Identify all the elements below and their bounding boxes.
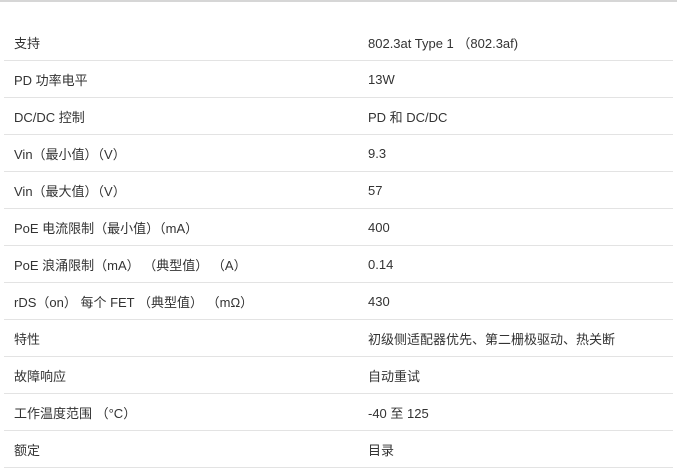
table-row: PoE 浪涌限制（mA） （典型值） （A） 0.14: [4, 245, 673, 283]
table-row: PD 功率电平 13W: [4, 60, 673, 98]
spec-value: 目录: [368, 430, 673, 468]
spec-label: 特性: [4, 319, 368, 357]
table-row: Vin（最小值）（V） 9.3: [4, 134, 673, 172]
table-row: Vin（最大值）（V） 57: [4, 171, 673, 209]
spec-value: 9.3: [368, 134, 673, 172]
spec-value: 400: [368, 208, 673, 246]
spec-label: 额定: [4, 430, 368, 468]
top-divider: [0, 0, 677, 2]
table-row: 支持 802.3at Type 1 （802.3af): [4, 24, 673, 61]
spec-value: -40 至 125: [368, 393, 673, 431]
spec-label: 工作温度范围 （°C）: [4, 393, 368, 431]
spec-label: 故障响应: [4, 356, 368, 394]
spec-value: 57: [368, 171, 673, 209]
table-row: 工作温度范围 （°C） -40 至 125: [4, 393, 673, 431]
spec-label: 支持: [4, 24, 368, 61]
spec-label: PD 功率电平: [4, 60, 368, 98]
table-row: 额定 目录: [4, 430, 673, 468]
spec-label: Vin（最大值）（V）: [4, 171, 368, 209]
spec-value: 13W: [368, 60, 673, 98]
table-row: PoE 电流限制（最小值）（mA） 400: [4, 208, 673, 246]
spec-label: PoE 电流限制（最小值）（mA）: [4, 208, 368, 246]
spec-value: 自动重试: [368, 356, 673, 394]
table-row: 故障响应 自动重试: [4, 356, 673, 394]
table-row: 特性 初级侧适配器优先、第二栅极驱动、热关断: [4, 319, 673, 357]
table-row: DC/DC 控制 PD 和 DC/DC: [4, 97, 673, 135]
spec-label: Vin（最小值）（V）: [4, 134, 368, 172]
spec-value: 802.3at Type 1 （802.3af): [368, 24, 673, 61]
table-row: rDS（on） 每个 FET （典型值） （mΩ） 430: [4, 282, 673, 320]
spec-value: 初级侧适配器优先、第二栅极驱动、热关断: [368, 319, 673, 357]
spec-value: 430: [368, 282, 673, 320]
spec-value: 0.14: [368, 245, 673, 283]
spec-label: PoE 浪涌限制（mA） （典型值） （A）: [4, 245, 368, 283]
spec-table: 支持 802.3at Type 1 （802.3af) PD 功率电平 13W DC/D…: [4, 24, 673, 468]
spec-label: rDS（on） 每个 FET （典型值） （mΩ）: [4, 282, 368, 320]
spec-value: PD 和 DC/DC: [368, 97, 673, 135]
spec-label: DC/DC 控制: [4, 97, 368, 135]
